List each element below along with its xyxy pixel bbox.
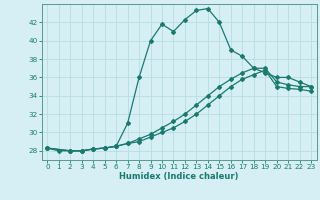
X-axis label: Humidex (Indice chaleur): Humidex (Indice chaleur) [119,172,239,181]
